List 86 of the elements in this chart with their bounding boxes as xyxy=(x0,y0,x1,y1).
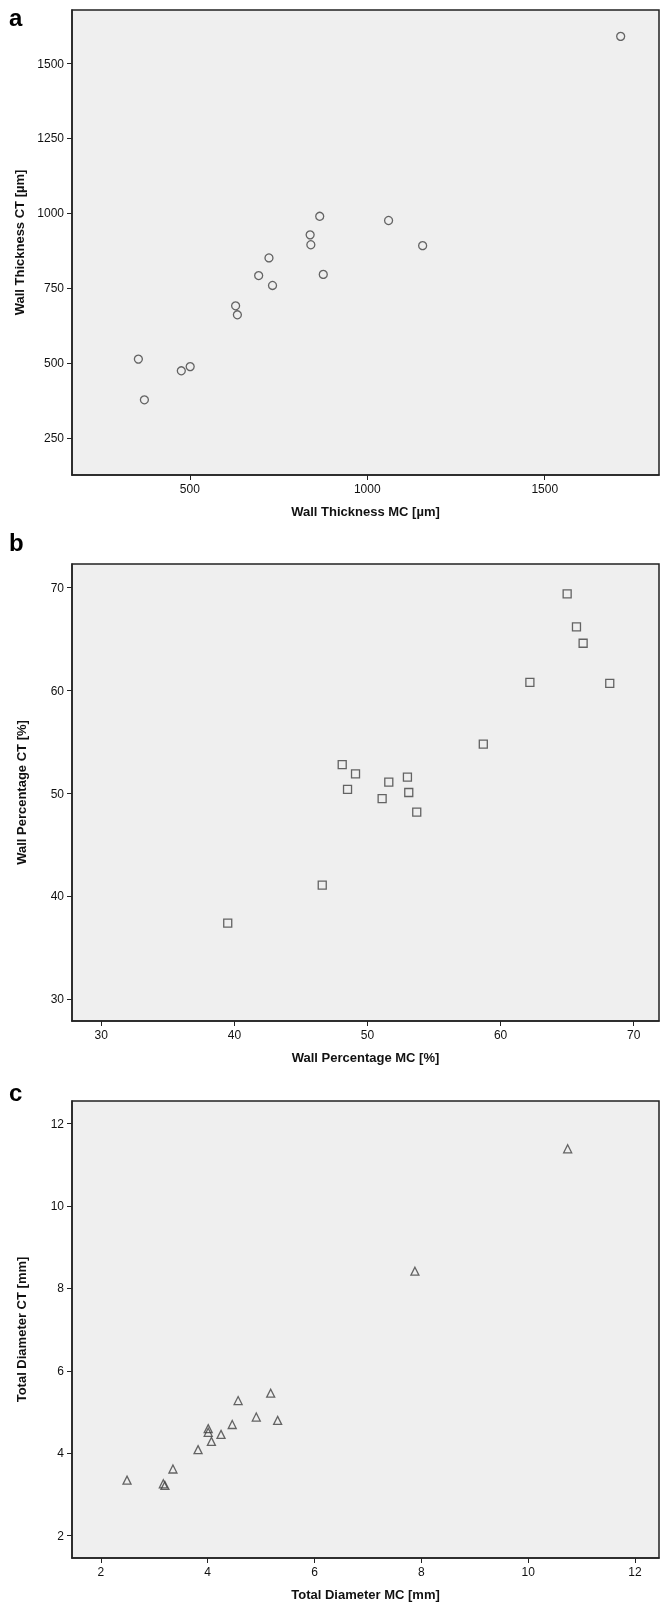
x-tick-label: 1500 xyxy=(531,482,559,496)
point xyxy=(306,240,316,250)
point xyxy=(578,638,588,648)
y-tick-label: 1500 xyxy=(37,56,65,71)
point xyxy=(318,269,328,280)
y-axis-title: Wall Percentage CT [%] xyxy=(14,720,29,865)
point xyxy=(410,1266,420,1276)
x-axis-title: Wall Thickness MC [µm] xyxy=(291,504,440,519)
point xyxy=(412,807,422,817)
point xyxy=(266,1388,276,1398)
point xyxy=(232,310,243,320)
y-tick-label: 50 xyxy=(50,786,65,801)
x-tick-label: 70 xyxy=(627,1028,641,1042)
point xyxy=(272,1415,283,1426)
point xyxy=(254,270,264,281)
x-tick-label: 500 xyxy=(179,482,201,496)
y-tick-label: 8 xyxy=(57,1281,65,1296)
point xyxy=(168,1464,178,1474)
y-tick-label: 250 xyxy=(43,430,65,445)
point xyxy=(383,215,394,226)
y-axis-title: Total Diameter CT [mm] xyxy=(14,1256,29,1403)
point xyxy=(193,1444,203,1455)
x-tick-label: 30 xyxy=(94,1028,109,1042)
point xyxy=(317,880,327,890)
point xyxy=(227,1419,237,1430)
y-tick-label: 30 xyxy=(50,992,65,1007)
x-tick-label: 12 xyxy=(628,1565,642,1579)
point xyxy=(342,784,353,795)
point xyxy=(133,354,144,364)
y-tick-label: 750 xyxy=(43,281,65,296)
chart-title: a xyxy=(9,3,23,31)
y-tick-label: 60 xyxy=(50,683,65,698)
point xyxy=(230,301,241,311)
point xyxy=(377,794,387,804)
point xyxy=(139,395,150,405)
chart-title: c xyxy=(9,1078,23,1106)
point xyxy=(233,1395,243,1406)
x-tick-label: 50 xyxy=(360,1028,375,1042)
x-axis-title: Wall Percentage MC [%] xyxy=(291,1050,440,1065)
point xyxy=(223,918,233,928)
point xyxy=(315,211,325,221)
x-tick-label: 2 xyxy=(97,1565,105,1579)
point xyxy=(203,1427,213,1437)
point xyxy=(251,1412,261,1422)
y-tick-label: 500 xyxy=(43,356,65,371)
point xyxy=(206,1436,217,1447)
point xyxy=(402,772,413,782)
x-tick-label: 4 xyxy=(204,1565,212,1579)
x-tick-label: 6 xyxy=(311,1565,319,1579)
point xyxy=(562,589,572,599)
point xyxy=(216,1429,226,1440)
point xyxy=(563,1144,573,1154)
y-tick-label: 40 xyxy=(50,889,65,904)
point xyxy=(337,760,347,770)
y-tick-label: 70 xyxy=(50,580,65,595)
x-axis-title: Total Diameter MC [mm] xyxy=(291,1587,440,1602)
point xyxy=(176,366,186,376)
point xyxy=(404,787,414,798)
x-tick-label: 8 xyxy=(417,1565,425,1579)
chart-title: b xyxy=(9,528,24,556)
x-tick-label: 10 xyxy=(521,1565,536,1579)
y-tick-label: 1000 xyxy=(37,206,65,221)
y-tick-label: 1250 xyxy=(37,131,65,146)
point xyxy=(525,677,535,688)
point xyxy=(571,622,582,632)
y-tick-label: 12 xyxy=(50,1116,65,1131)
y-tick-label: 10 xyxy=(50,1199,65,1214)
point xyxy=(350,769,361,779)
x-tick-label: 1000 xyxy=(353,482,381,496)
point xyxy=(478,739,488,749)
y-tick-label: 4 xyxy=(57,1446,65,1461)
point xyxy=(605,678,615,689)
point xyxy=(616,31,626,41)
point xyxy=(418,241,428,251)
point xyxy=(384,777,394,787)
x-tick-label: 40 xyxy=(227,1028,242,1042)
y-axis-title: Wall Thickness CT [µm] xyxy=(12,169,28,316)
point xyxy=(203,1423,213,1434)
point xyxy=(185,361,195,372)
point xyxy=(264,253,274,263)
point xyxy=(267,280,278,291)
point xyxy=(122,1475,132,1485)
point xyxy=(305,230,315,240)
y-tick-label: 6 xyxy=(57,1363,65,1378)
x-tick-label: 60 xyxy=(493,1028,508,1042)
y-tick-label: 2 xyxy=(57,1528,65,1543)
